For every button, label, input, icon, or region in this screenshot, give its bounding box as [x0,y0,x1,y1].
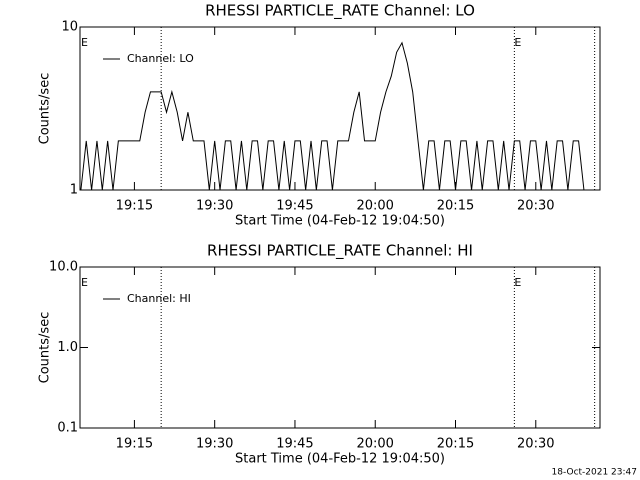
annotation: E [514,36,521,49]
y-tick-label: 1 [70,183,78,198]
y-tick-label: 0.1 [57,421,78,436]
y-axis-label: Counts/sec [38,73,53,145]
x-tick-label: 20:00 [356,437,393,452]
annotation: E [81,276,88,289]
x-tick-label: 20:00 [356,199,393,214]
x-axis-label: Start Time (04-Feb-12 19:04:50) [235,214,445,229]
y-tick-label: 10 [61,20,78,35]
x-tick-label: 19:30 [196,437,233,452]
annotation: E [514,276,521,289]
y-tick-label: 10.0 [49,260,78,275]
y-tick-label: 1.0 [57,340,78,355]
plot-frame [79,26,601,191]
x-tick-label: 20:30 [517,437,554,452]
x-tick-label: 20:15 [437,437,474,452]
footer: 18-Oct-2021 23:47 [552,468,637,478]
legend-label: Channel: LO [127,52,194,65]
legend-label: Channel: HI [127,292,191,305]
x-tick-label: 19:45 [276,437,313,452]
y-axis-label: Counts/sec [38,312,53,384]
x-tick-label: 19:15 [116,199,153,214]
annotation: E [81,36,88,49]
x-tick-label: 19:45 [276,199,313,214]
chart-title: RHESSI PARTICLE_RATE Channel: HI [207,242,473,261]
x-tick-label: 20:15 [437,199,474,214]
x-tick-label: 20:30 [517,199,554,214]
x-axis-label: Start Time (04-Feb-12 19:04:50) [235,452,445,467]
x-tick-label: 19:30 [196,199,233,214]
chart-title: RHESSI PARTICLE_RATE Channel: LO [205,2,475,21]
x-tick-label: 19:15 [116,437,153,452]
data-line [80,41,590,191]
